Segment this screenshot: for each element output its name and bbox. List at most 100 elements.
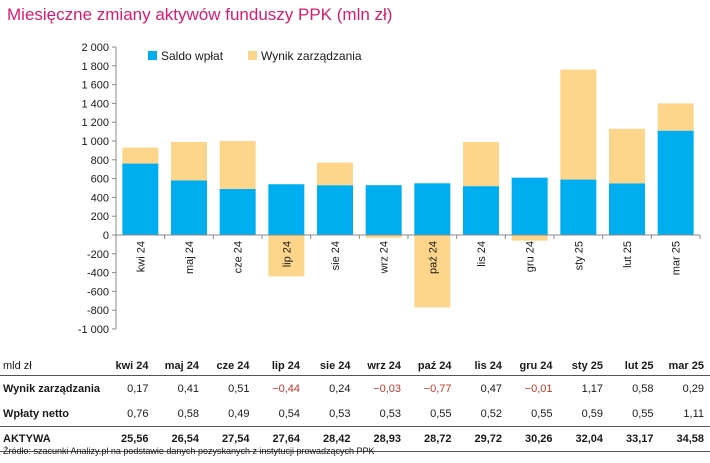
- x-tick-label: sty 25: [573, 241, 585, 270]
- x-tick-label: lip 24: [281, 241, 293, 267]
- table-cell: 33,17: [609, 426, 660, 452]
- bar-wynik-zarzadzania: [268, 235, 305, 277]
- column-header: cze 24: [205, 357, 256, 376]
- bar-wynik-zarzadzania: [122, 147, 159, 164]
- table-cell: 0,24: [329, 382, 351, 395]
- y-tick-label: -800: [87, 305, 109, 317]
- bar-wynik-zarzadzania: [317, 162, 353, 186]
- y-tick-label: 1 600: [81, 80, 109, 92]
- x-tick-label: mar 25: [671, 241, 683, 275]
- y-tick-label: -600: [87, 286, 109, 298]
- y-tick-label: 200: [91, 211, 109, 223]
- table-cell: 28,42: [306, 426, 357, 452]
- y-tick-label: 1 000: [81, 136, 109, 148]
- x-tick-label: kwi 24: [135, 241, 147, 272]
- table-cell: 28,93: [356, 426, 407, 452]
- row-label: AKTYWA: [0, 426, 104, 452]
- bars: [122, 69, 694, 308]
- y-tick-label: -400: [87, 268, 109, 280]
- table-cell: 0,53: [379, 407, 401, 420]
- column-header: maj 24: [154, 357, 205, 376]
- chart-title: Miesięczne zmiany aktywów funduszy PPK (…: [7, 5, 393, 24]
- x-axis: kwi 24 maj 24 cze 24 lip 24 sie 24 wrz 24 paź …: [116, 234, 701, 275]
- table-cell: 0,17: [127, 382, 149, 395]
- table-cell: 32,04: [558, 426, 609, 452]
- column-header: kwi 24: [104, 357, 155, 376]
- bar-saldo-wplat: [463, 186, 499, 235]
- y-tick-label: -1 000: [78, 324, 109, 336]
- legend-label: Saldo wpłat: [161, 49, 224, 63]
- bar-saldo-wplat: [657, 130, 694, 235]
- bar-saldo-wplat: [414, 183, 451, 235]
- x-tick-label: wrz 24: [379, 241, 391, 274]
- column-header: mar 25: [659, 357, 710, 376]
- column-header: lut 25: [609, 357, 660, 376]
- x-tick-label: paź 24: [427, 241, 439, 274]
- y-tick-label: 800: [91, 155, 109, 167]
- bar-saldo-wplat: [268, 184, 305, 235]
- y-tick-label: 2 000: [81, 42, 109, 54]
- bar-wynik-zarzadzania: [171, 141, 207, 181]
- table-body: Wynik zarządzania 0,17 0,41 0,51 −0,44 0,24 −0…: [0, 376, 710, 452]
- table-cell: −0,77: [423, 382, 452, 395]
- table-cell: 26,54: [154, 426, 205, 452]
- unit-label: mld zł: [0, 357, 104, 376]
- legend: Saldo wpłat Wynik zarządzania: [148, 49, 362, 63]
- y-axis: 2 000 1 800 1 600 1 400 1 200 1 000 800 600 400 2…: [78, 42, 117, 336]
- table-cell: 0,41: [177, 382, 199, 395]
- bar-saldo-wplat: [560, 179, 597, 235]
- y-tick-label: 1 400: [81, 98, 109, 110]
- table-cell: 0,59: [581, 407, 603, 420]
- bar-wynik-zarzadzania: [219, 141, 256, 189]
- bar-wynik-zarzadzania: [657, 103, 694, 131]
- bar-wynik-zarzadzania: [560, 69, 597, 180]
- x-tick-label: sie 24: [330, 241, 342, 270]
- table-cell: −0,03: [373, 382, 401, 395]
- bar-wynik-zarzadzania: [511, 235, 548, 241]
- table-cell: 0,47: [480, 382, 502, 395]
- table-cell: 0,29: [682, 382, 704, 395]
- table-cell: 29,72: [457, 426, 508, 452]
- y-tick-label: -200: [87, 249, 109, 261]
- row-label: Wpłaty netto: [3, 407, 69, 420]
- table-cell: 30,26: [508, 426, 559, 452]
- table-cell: 0,58: [632, 382, 654, 395]
- table-cell: 27,64: [255, 426, 306, 452]
- column-header: gru 24: [508, 357, 559, 376]
- bar-saldo-wplat: [511, 177, 548, 235]
- table-cell: 0,58: [177, 407, 199, 420]
- column-header: lis 24: [457, 357, 508, 376]
- table-cell: 0,55: [531, 407, 553, 420]
- y-tick-label: 0: [103, 230, 109, 242]
- table-row: Wynik zarządzania 0,17 0,41 0,51 −0,44 0,24 −0…: [0, 376, 710, 402]
- column-header: paź 24: [407, 357, 458, 376]
- bar-saldo-wplat: [171, 180, 207, 235]
- table-cell: 25,56: [104, 426, 155, 452]
- table-cell: 28,72: [407, 426, 458, 452]
- x-tick-label: cze 24: [233, 241, 245, 273]
- column-header: wrz 24: [356, 357, 407, 376]
- source-note: Źródło: szacunki Analizy.pl na podstawie…: [3, 446, 375, 456]
- table-cell: −0,44: [272, 382, 300, 395]
- column-header: sie 24: [306, 357, 357, 376]
- legend-swatch: [248, 51, 257, 60]
- table-cell: 0,52: [480, 407, 502, 420]
- table-cell: 1,17: [581, 382, 603, 395]
- y-tick-label: 1 800: [81, 61, 109, 73]
- y-tick-label: 400: [91, 192, 109, 204]
- x-tick-label: lut 25: [622, 241, 634, 268]
- table-row: Wpłaty netto 0,76 0,58 0,49 0,54 0,53 0,53 0,55…: [0, 401, 710, 427]
- bar-wynik-zarzadzania: [414, 235, 451, 308]
- bar-saldo-wplat: [609, 183, 645, 235]
- bar-saldo-wplat: [219, 188, 256, 235]
- bar-wynik-zarzadzania: [609, 128, 645, 184]
- x-tick-label: gru 24: [525, 241, 537, 272]
- table-cell: 0,55: [430, 407, 452, 420]
- legend-label: Wynik zarządzania: [261, 49, 362, 63]
- table-cell: 1,11: [683, 407, 704, 420]
- table-cell: 0,55: [632, 407, 654, 420]
- y-tick-label: 1 200: [81, 117, 109, 129]
- table-cell: 0,53: [329, 407, 351, 420]
- column-header: lip 24: [255, 357, 306, 376]
- x-tick-label: lis 24: [476, 241, 488, 267]
